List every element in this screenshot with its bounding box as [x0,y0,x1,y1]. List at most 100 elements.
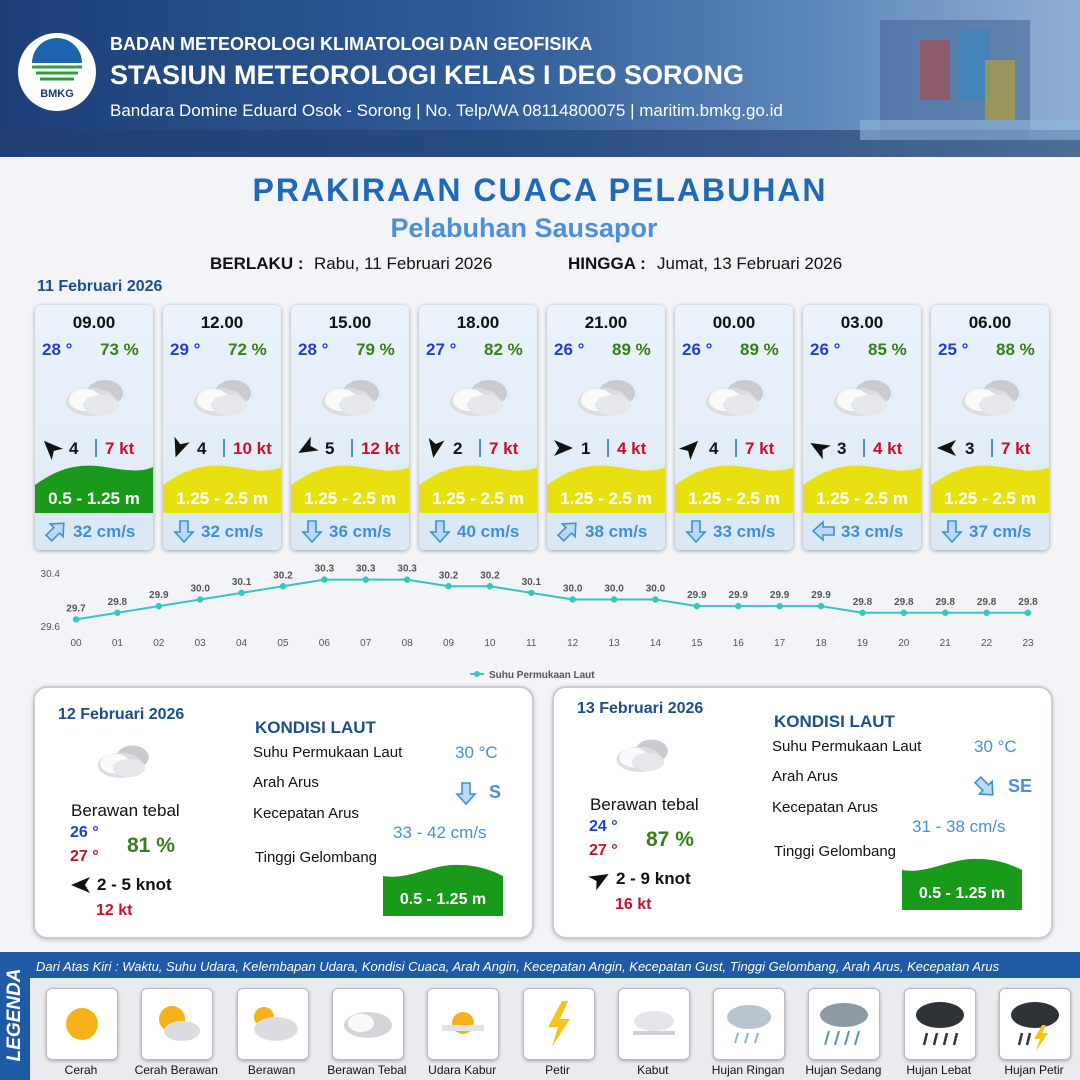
legend-label: Petir [545,1063,570,1077]
separator [351,439,353,457]
time: 03.00 [840,313,884,332]
y-tick-label: 29.6 [41,622,61,633]
cloud-shape [97,745,149,778]
cloud-icon [322,380,379,416]
x-tick-label: 06 [319,638,331,649]
data-label: 30.0 [646,584,666,595]
rain [824,1030,861,1046]
sst-label: Suhu Permukaan Laut [253,744,403,761]
x-tick-label: 10 [484,638,496,649]
current-speed: 32 cm/s [201,522,264,541]
wave-fill [383,864,503,916]
wave-shape [547,465,665,513]
legend-label: Hujan Sedang [805,1063,882,1077]
legend-label: Kabut [637,1063,669,1077]
cloud-shade [631,753,665,771]
sst-value: 30 °C [974,737,1017,756]
sst-point [528,589,535,597]
wind-arrow-shape [174,436,190,458]
sst-point [817,602,825,610]
cloud-shape [962,380,1019,416]
wind-speed: 4 [709,439,719,458]
data-label: 29.9 [770,590,790,601]
wind-range: 2 - 9 knot [616,869,691,888]
legend-item [522,988,595,1060]
x-tick-label: 01 [112,638,124,649]
wind-arrow [554,440,573,456]
current-speed: 33 cm/s [713,522,776,541]
legend-icon [547,1001,570,1047]
x-tick-label: 20 [898,638,910,649]
legend-label: Cerah [64,1063,98,1077]
wave-fill [291,465,409,513]
data-label: 30.1 [522,577,542,588]
data-label: 30.0 [604,584,624,595]
day-panel: 12 Februari 2026 Berawan tebal 26 ° 27 ° 81 … [33,686,534,939]
separator [223,439,225,457]
title: PRAKIRAAN CUACA PELABUHAN [252,172,828,208]
gust: 7 kt [489,439,519,458]
contact: Bandara Domine Eduard Osok - Sorong | No… [110,101,783,120]
current-arrow-shape [429,520,451,544]
cloud [253,1017,298,1041]
current-arrow [44,522,65,543]
current-speed: 33 cm/s [841,522,904,541]
rain [734,1032,760,1044]
header-background [0,20,1080,157]
day1-date: 11 Februari 2026 [37,278,163,295]
legend-icon [915,1002,964,1046]
x-tick-label: 09 [443,638,455,649]
separator [863,439,865,457]
wind-speed: 4 [197,439,207,458]
bolt [1034,1025,1048,1051]
temperature: 29 ° [170,340,201,359]
temperature: 26 ° [554,340,585,359]
wind-speed: 5 [325,439,335,458]
gust: 10 kt [233,439,272,458]
forecast-card: 06.00 25 ° 88 % 3 7 kt 1.25 - 2.5 m 37 cm/s [931,305,1049,550]
cloud-shape [322,380,379,416]
to-label: HINGGA : [568,254,646,273]
wind-arrow-shape [937,440,956,456]
wind-arrow [937,440,956,456]
sst-point [196,596,204,603]
x-tick-label: 19 [857,638,869,649]
cloud-shade [112,759,146,777]
current-arrow [173,520,195,544]
wave-fill [902,858,1022,910]
sst-point [445,583,452,590]
wave-fill [419,465,537,513]
sst-point [569,596,576,603]
wind-speed: 1 [581,439,591,458]
sst-point [900,609,908,616]
wave-shape [803,465,921,513]
speed-label: Kecepatan Arus [253,805,359,822]
humidity: 79 % [356,340,395,359]
time: 00.00 [712,313,756,332]
sst-point [362,576,369,583]
sst-line [75,578,1028,621]
station: STASIUN METEOROLOGI KELAS I DEO SORONG [110,60,745,90]
humidity: 85 % [868,340,907,359]
wave-value: 0.5 - 1.25 m [918,885,1006,902]
wave-shape [163,465,281,513]
cloud [820,1003,869,1027]
wave-shape [675,465,793,513]
humidity: 81 % [127,834,175,857]
wave-height: 1.25 - 2.5 m [944,489,1036,508]
temp-max: 27 ° [70,848,99,865]
speed-label: Kecepatan Arus [772,799,878,816]
legend-item [46,988,118,1060]
data-label: 29.7 [66,603,86,614]
wave-fill [675,465,793,513]
wind-arrow [679,440,699,460]
wind-arrow [71,877,90,893]
data-label: 30.0 [563,584,583,595]
cloud [347,1014,374,1032]
wave-shape [419,465,537,513]
humidity: 89 % [740,340,779,359]
haze [442,1025,485,1031]
speed-value: 33 - 42 cm/s [393,823,487,842]
current-arrow-shape [941,520,963,544]
